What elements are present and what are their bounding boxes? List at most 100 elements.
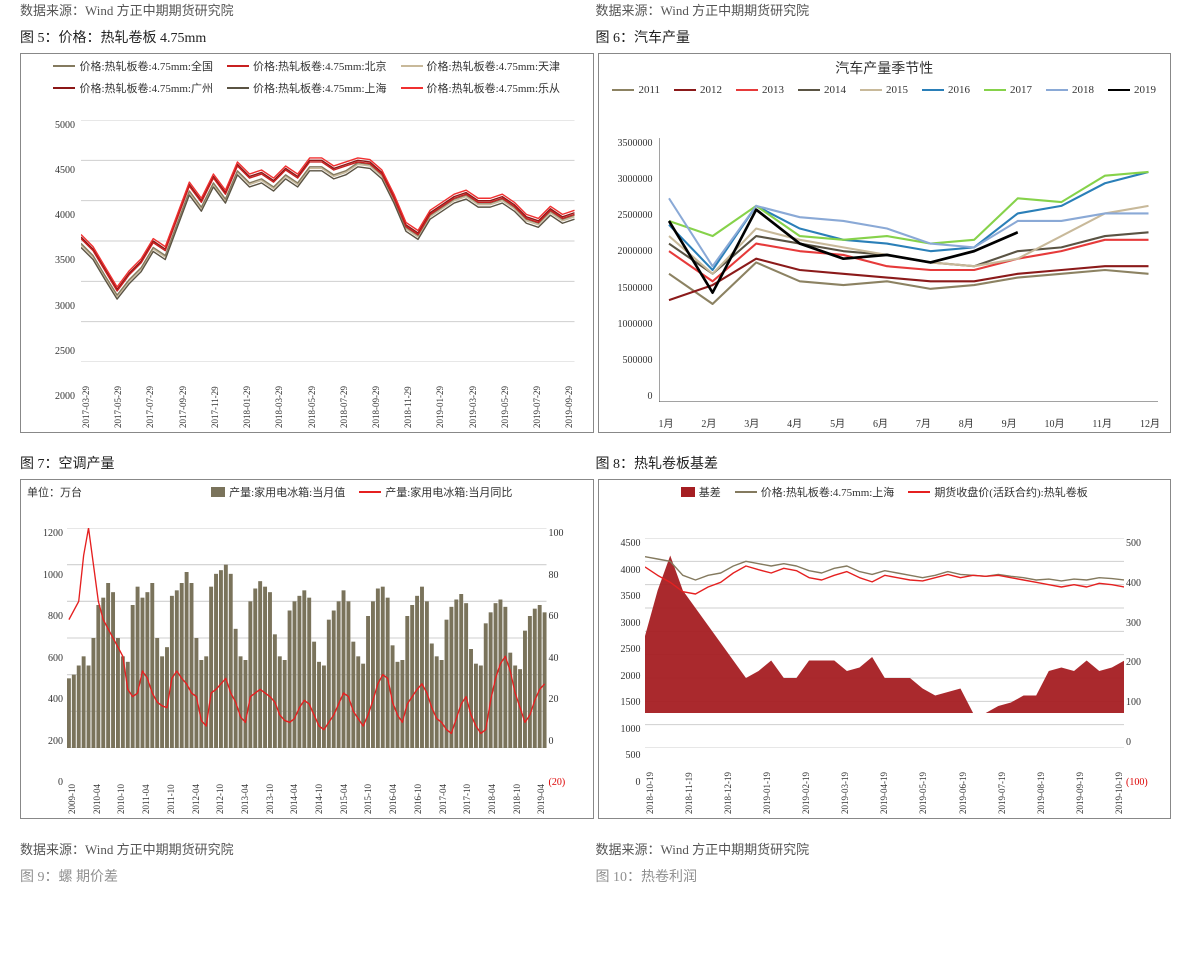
source-text: 数据来源：Wind 方正中期期货研究院: [596, 839, 1172, 858]
fig7-y-axis-left: 120010008006004002000: [27, 522, 67, 818]
axis-tick-label: 2018-10-19: [645, 752, 655, 814]
axis-tick-label: 2012-04: [191, 754, 201, 814]
legend-label: 价格:热轧板卷:4.75mm:广州: [79, 80, 213, 96]
fig7-x-axis: 2009-102010-042010-102011-042011-102012-…: [67, 754, 547, 814]
axis-tick-label: 2019-02-19: [801, 752, 811, 814]
title-row-1: 图 5：价格：热轧卷板 4.75mm 图 6：汽车产量: [20, 27, 1171, 47]
axis-tick-label: 2500000: [605, 210, 653, 221]
fig7-legend: 产量:家用电冰箱:当月值产量:家用电冰箱:当月同比: [21, 480, 593, 504]
axis-tick-label: 10月: [1045, 415, 1065, 430]
title-row-2: 图 7：空调产量 图 8：热轧卷板基差: [20, 453, 1171, 473]
legend-swatch: [674, 89, 696, 91]
axis-tick-label: 2017-03-29: [81, 366, 91, 428]
axis-tick-label: 2017-05-29: [113, 366, 123, 428]
legend-item: 价格:热轧板卷:4.75mm:天津: [401, 58, 561, 74]
axis-tick-label: 2019-06-19: [958, 752, 968, 814]
axis-tick-label: 2018-03-29: [274, 366, 284, 428]
axis-tick-label: 5000: [27, 120, 75, 131]
legend-swatch: [227, 87, 249, 89]
axis-tick-label: 2012-10: [215, 754, 225, 814]
legend-swatch: [922, 89, 944, 91]
fig6-legend: 201120122013201420152016201720182019: [599, 80, 1171, 100]
fig8-title: 图 8：热轧卷板基差: [596, 453, 1172, 473]
legend-label: 2013: [762, 84, 784, 96]
source-text: 数据来源：Wind 方正中期期货研究院: [20, 0, 596, 19]
axis-tick-label: 1200: [27, 528, 63, 539]
cutoff-title: 图 9：螺 期价差: [20, 866, 596, 886]
chart-row-2: 单位：万台 产量:家用电冰箱:当月值产量:家用电冰箱:当月同比 12001000…: [20, 479, 1171, 819]
legend-item: 2012: [674, 84, 722, 96]
axis-tick-label: 3000: [605, 618, 641, 629]
axis-tick-label: 2018-01-29: [242, 366, 252, 428]
axis-tick-label: 5月: [830, 415, 845, 430]
axis-tick-label: 2011-04: [141, 754, 151, 814]
legend-swatch: [908, 491, 930, 493]
axis-tick-label: 40: [549, 653, 587, 664]
cutoff-title: 图 10：热卷利润: [596, 866, 1172, 886]
axis-tick-label: 3000000: [605, 174, 653, 185]
axis-tick-label: 2013-10: [265, 754, 275, 814]
axis-tick-label: 200: [1126, 657, 1164, 668]
legend-item: 2013: [736, 84, 784, 96]
axis-tick-label: 2019-05-19: [918, 752, 928, 814]
legend-swatch: [681, 487, 695, 497]
axis-tick-label: 9月: [1002, 415, 1017, 430]
axis-tick-label: 2019-01-29: [435, 366, 445, 428]
axis-tick-label: 2017-09-29: [178, 366, 188, 428]
fig8-plot: [645, 538, 1125, 748]
axis-tick-label: 0: [605, 391, 653, 402]
fig7-unit: 单位：万台: [27, 484, 82, 500]
axis-tick-label: 2016-04: [388, 754, 398, 814]
axis-tick-label: 2019-01-19: [762, 752, 772, 814]
fig6-y-axis: 3500000300000025000002000000150000010000…: [605, 132, 657, 432]
fig8-chart: 基差价格:热轧板卷:4.75mm:上海期货收盘价(活跃合约):热轧卷板 4500…: [598, 479, 1172, 819]
fig8-y-axis-left: 450040003500300025002000150010005000: [605, 532, 645, 818]
fig6-inner-title: 汽车产量季节性: [599, 58, 1171, 78]
axis-tick-label: 2018-11-29: [403, 366, 413, 428]
axis-tick-label: 2018-11-19: [684, 752, 694, 814]
axis-tick-label: 2015-04: [339, 754, 349, 814]
legend-swatch: [227, 65, 249, 67]
fig5-y-axis: 5000450040003500300025002000: [27, 114, 79, 432]
legend-item: 2015: [860, 84, 908, 96]
axis-tick-label: 1月: [659, 415, 674, 430]
legend-item: 2016: [922, 84, 970, 96]
axis-tick-label: 4月: [787, 415, 802, 430]
source-text: 数据来源：Wind 方正中期期货研究院: [596, 0, 1172, 19]
fig5-legend: 价格:热轧板卷:4.75mm:全国价格:热轧板卷:4.75mm:北京价格:热轧板…: [21, 54, 593, 100]
fig6-x-axis: 1月2月3月4月5月6月7月8月9月10月11月12月: [659, 415, 1161, 430]
axis-tick-label: 2019-08-19: [1036, 752, 1046, 814]
legend-swatch: [401, 87, 423, 89]
legend-item: 2011: [612, 84, 660, 96]
axis-tick-label: 4000: [605, 565, 641, 576]
legend-label: 2012: [700, 84, 722, 96]
axis-tick-label: 2500: [605, 644, 641, 655]
axis-tick-label: 2019-04-19: [879, 752, 889, 814]
axis-tick-label: 12月: [1140, 415, 1160, 430]
axis-tick-label: 3500: [27, 255, 75, 266]
axis-tick-label: 0: [605, 777, 641, 788]
axis-tick-label: 2019-07-19: [997, 752, 1007, 814]
cutoff-row: 图 9：螺 期价差 图 10：热卷利润: [20, 866, 1171, 886]
legend-item: 价格:热轧板卷:4.75mm:乐从: [401, 80, 561, 96]
legend-label: 价格:热轧板卷:4.75mm:上海: [761, 484, 895, 500]
fig7-chart: 单位：万台 产量:家用电冰箱:当月值产量:家用电冰箱:当月同比 12001000…: [20, 479, 594, 819]
axis-tick-label: 2000: [27, 391, 75, 402]
axis-tick-label: 2018-07-29: [339, 366, 349, 428]
axis-tick-label: 2019-04: [536, 754, 546, 814]
legend-label: 价格:热轧板卷:4.75mm:天津: [427, 58, 561, 74]
legend-item: 2019: [1108, 84, 1156, 96]
legend-label: 2011: [638, 84, 660, 96]
fig5-chart: 价格:热轧板卷:4.75mm:全国价格:热轧板卷:4.75mm:北京价格:热轧板…: [20, 53, 594, 433]
legend-swatch: [211, 487, 225, 497]
fig6-chart: 汽车产量季节性 20112012201320142015201620172018…: [598, 53, 1172, 433]
fig6-plot: [659, 138, 1159, 402]
legend-item: 价格:热轧板卷:4.75mm:上海: [227, 80, 387, 96]
axis-tick-label: 80: [549, 570, 587, 581]
fig5-x-axis: 2017-03-292017-05-292017-07-292017-09-29…: [81, 366, 575, 428]
axis-tick-label: 2017-10: [462, 754, 472, 814]
axis-tick-label: 2016-10: [413, 754, 423, 814]
axis-tick-label: 2017-11-29: [210, 366, 220, 428]
legend-item: 价格:热轧板卷:4.75mm:广州: [53, 80, 213, 96]
axis-tick-label: 2018-04: [487, 754, 497, 814]
